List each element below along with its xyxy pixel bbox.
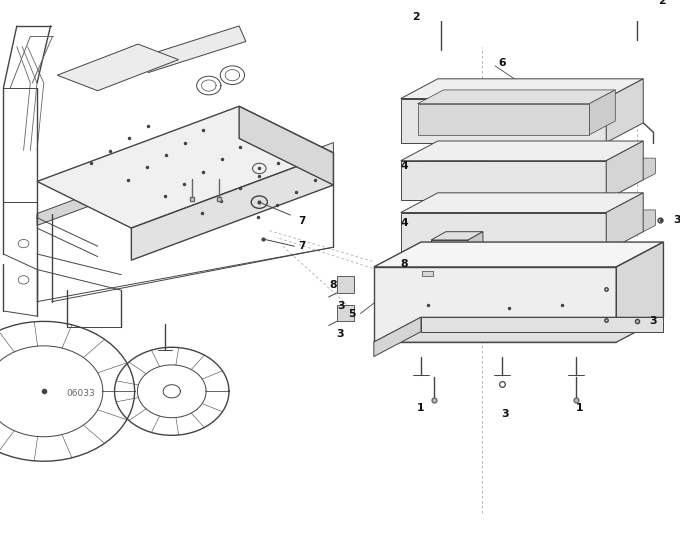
Text: 3: 3 xyxy=(649,316,657,326)
Polygon shape xyxy=(401,141,643,161)
Polygon shape xyxy=(57,44,178,91)
Polygon shape xyxy=(468,201,485,233)
Polygon shape xyxy=(337,305,354,321)
Polygon shape xyxy=(374,317,421,357)
Text: 2: 2 xyxy=(412,12,420,22)
Text: 5: 5 xyxy=(349,308,356,319)
Polygon shape xyxy=(643,210,656,232)
Polygon shape xyxy=(431,153,468,176)
Polygon shape xyxy=(401,193,643,212)
Polygon shape xyxy=(374,267,616,342)
Text: 3: 3 xyxy=(338,301,345,311)
Polygon shape xyxy=(401,161,606,199)
Text: 4: 4 xyxy=(401,161,408,171)
Text: 1: 1 xyxy=(575,403,583,413)
Polygon shape xyxy=(606,141,643,199)
Polygon shape xyxy=(643,158,656,180)
Text: 3: 3 xyxy=(501,409,509,419)
Polygon shape xyxy=(401,99,606,142)
Polygon shape xyxy=(135,142,333,238)
Text: 4: 4 xyxy=(401,218,408,228)
Text: 7: 7 xyxy=(299,216,306,226)
Polygon shape xyxy=(422,271,433,277)
Polygon shape xyxy=(239,106,333,185)
Polygon shape xyxy=(468,232,483,257)
Polygon shape xyxy=(418,103,590,135)
Polygon shape xyxy=(606,193,643,251)
Text: 3: 3 xyxy=(673,215,680,225)
Polygon shape xyxy=(431,143,485,153)
Polygon shape xyxy=(131,153,333,260)
Polygon shape xyxy=(401,212,606,251)
Text: 2: 2 xyxy=(658,0,666,6)
Text: 8: 8 xyxy=(401,259,408,270)
Polygon shape xyxy=(431,210,468,233)
Text: 3: 3 xyxy=(337,329,344,339)
Polygon shape xyxy=(616,242,664,342)
Polygon shape xyxy=(141,26,246,73)
Text: 1: 1 xyxy=(418,403,425,413)
Polygon shape xyxy=(337,277,354,293)
Polygon shape xyxy=(468,143,485,176)
Text: 7: 7 xyxy=(299,241,306,251)
Polygon shape xyxy=(374,317,664,342)
Polygon shape xyxy=(421,317,664,331)
Polygon shape xyxy=(37,106,333,228)
Text: 06033: 06033 xyxy=(67,389,95,398)
Polygon shape xyxy=(418,90,615,103)
Polygon shape xyxy=(431,240,468,257)
Polygon shape xyxy=(590,90,615,135)
Polygon shape xyxy=(401,79,643,99)
Text: 8: 8 xyxy=(330,280,337,290)
Polygon shape xyxy=(431,232,483,240)
Polygon shape xyxy=(37,139,239,225)
Polygon shape xyxy=(431,201,485,210)
Polygon shape xyxy=(374,242,664,267)
Text: 6: 6 xyxy=(498,58,506,68)
Polygon shape xyxy=(606,79,643,142)
